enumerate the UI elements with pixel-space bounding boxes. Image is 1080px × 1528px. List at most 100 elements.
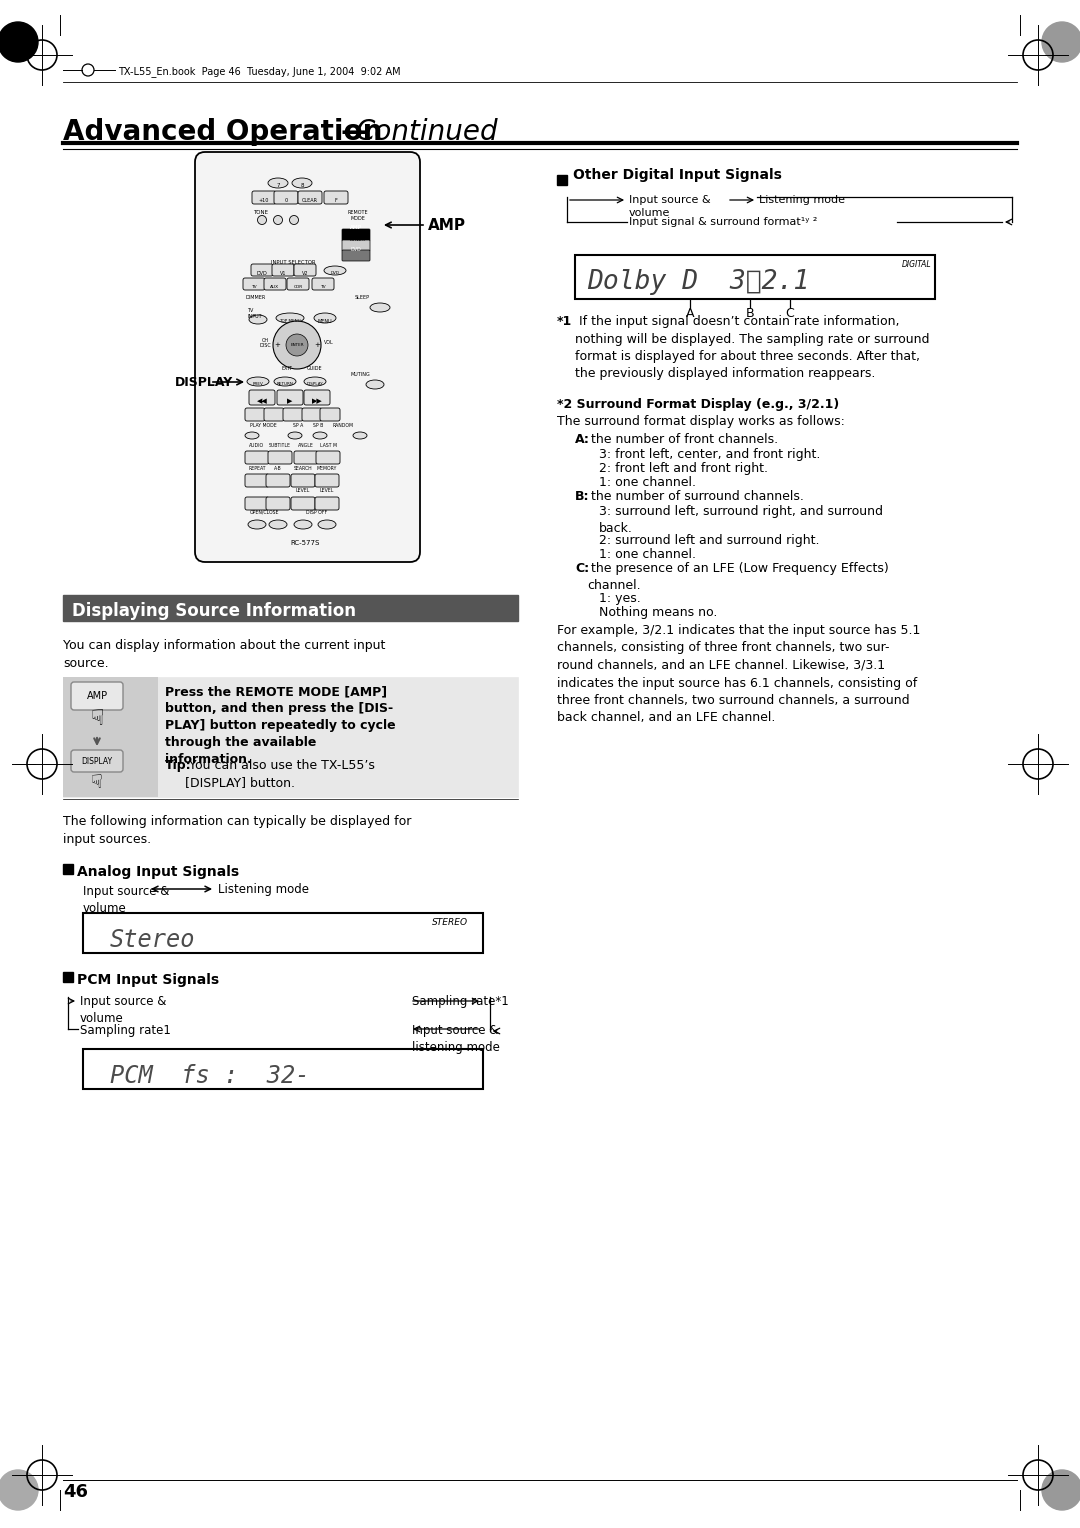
Text: TV
INPUT: TV INPUT	[247, 309, 261, 319]
Circle shape	[273, 215, 283, 225]
Bar	[63, 863, 73, 874]
Text: ☟: ☟	[91, 709, 104, 729]
Text: LEVEL: LEVEL	[320, 487, 334, 494]
Text: TV: TV	[320, 286, 326, 289]
Bar	[575, 255, 935, 299]
FancyBboxPatch shape	[252, 191, 276, 205]
Bar	[63, 594, 518, 620]
Text: REPEAT: REPEAT	[248, 466, 266, 471]
Text: 1: yes.: 1: yes.	[599, 591, 640, 605]
Bar	[83, 914, 483, 953]
Circle shape	[257, 215, 267, 225]
Text: A-B: A-B	[274, 466, 282, 471]
Ellipse shape	[248, 520, 266, 529]
Ellipse shape	[366, 380, 384, 390]
Ellipse shape	[269, 520, 287, 529]
Text: the number of surround channels.: the number of surround channels.	[588, 490, 804, 503]
Text: +: +	[274, 342, 280, 348]
Text: DVD: DVD	[257, 270, 268, 277]
Text: CLEAR: CLEAR	[302, 199, 318, 203]
Text: Press the REMOTE MODE [AMP]
button, and then press the [DIS-
PLAY] button repeat: Press the REMOTE MODE [AMP] button, and …	[165, 685, 395, 766]
Text: DISP OFF: DISP OFF	[306, 510, 327, 515]
Bar	[63, 677, 158, 798]
FancyBboxPatch shape	[294, 451, 318, 465]
Text: +10: +10	[259, 199, 269, 203]
Text: PREV: PREV	[253, 382, 264, 387]
Ellipse shape	[324, 266, 346, 275]
Text: F: F	[335, 199, 337, 203]
Circle shape	[289, 215, 298, 225]
Text: SP A: SP A	[293, 423, 303, 428]
Text: *2 Surround Format Display (e.g., 3/2.1): *2 Surround Format Display (e.g., 3/2.1)	[557, 397, 839, 411]
Bar	[83, 1050, 483, 1089]
FancyBboxPatch shape	[320, 408, 340, 422]
Text: *1: *1	[557, 315, 572, 329]
Text: Input signal & surround format¹ʸ ²: Input signal & surround format¹ʸ ²	[629, 217, 818, 228]
Text: AMP: AMP	[428, 217, 465, 232]
Text: INPUT SELECTOR: INPUT SELECTOR	[271, 260, 315, 264]
FancyBboxPatch shape	[287, 278, 309, 290]
Text: REMOTE
MODE: REMOTE MODE	[348, 209, 368, 222]
Ellipse shape	[370, 303, 390, 312]
Ellipse shape	[294, 520, 312, 529]
Text: You can display information about the current input
source.: You can display information about the cu…	[63, 639, 386, 669]
Text: LAST M: LAST M	[320, 443, 337, 448]
Text: Listening mode: Listening mode	[759, 196, 845, 205]
Text: Input source &
volume: Input source & volume	[80, 995, 166, 1025]
Bar	[63, 972, 73, 983]
FancyBboxPatch shape	[294, 264, 316, 277]
Text: GUIDE: GUIDE	[307, 367, 323, 371]
Text: TX-L55_En.book  Page 46  Tuesday, June 1, 2004  9:02 AM: TX-L55_En.book Page 46 Tuesday, June 1, …	[118, 66, 401, 76]
Circle shape	[0, 21, 38, 63]
Text: LEVEL: LEVEL	[296, 487, 310, 494]
Text: ◀◀: ◀◀	[257, 397, 268, 403]
FancyBboxPatch shape	[268, 451, 292, 465]
Text: CH
DISC: CH DISC	[259, 338, 271, 348]
FancyBboxPatch shape	[266, 497, 291, 510]
Text: AUDIO: AUDIO	[249, 443, 265, 448]
FancyBboxPatch shape	[245, 497, 269, 510]
Text: 2: front left and front right.: 2: front left and front right.	[599, 461, 768, 475]
Text: RANDOM: RANDOM	[333, 423, 353, 428]
Text: DISPLAY: DISPLAY	[81, 756, 112, 766]
Text: RETURN: RETURN	[276, 382, 294, 387]
Text: 3: front left, center, and front right.: 3: front left, center, and front right.	[599, 448, 821, 461]
Text: Analog Input Signals: Analog Input Signals	[77, 865, 239, 879]
FancyBboxPatch shape	[274, 191, 298, 205]
FancyBboxPatch shape	[272, 264, 294, 277]
Text: TV: TV	[252, 286, 257, 289]
Text: Sampling rate*1: Sampling rate*1	[411, 995, 509, 1008]
FancyBboxPatch shape	[291, 474, 315, 487]
Text: SLEEP: SLEEP	[355, 295, 370, 299]
Text: V2: V2	[301, 270, 308, 277]
Text: Sampling rate1: Sampling rate1	[80, 1024, 171, 1038]
Text: VOL: VOL	[324, 341, 334, 345]
FancyBboxPatch shape	[245, 451, 269, 465]
FancyBboxPatch shape	[342, 251, 370, 261]
Text: ☟: ☟	[91, 773, 103, 792]
Text: SEARCH: SEARCH	[294, 466, 312, 471]
Text: C: C	[785, 307, 795, 319]
Ellipse shape	[249, 315, 267, 324]
Text: PLAY MODE: PLAY MODE	[249, 423, 276, 428]
Text: DIMMER: DIMMER	[246, 295, 267, 299]
Text: Advanced Operation: Advanced Operation	[63, 118, 382, 147]
FancyBboxPatch shape	[315, 474, 339, 487]
Text: 3: surround left, surround right, and surround
back.: 3: surround left, surround right, and su…	[599, 504, 883, 535]
Ellipse shape	[292, 177, 312, 188]
FancyBboxPatch shape	[324, 191, 348, 205]
Text: Continued: Continued	[356, 118, 499, 147]
FancyBboxPatch shape	[298, 191, 322, 205]
FancyBboxPatch shape	[245, 408, 265, 422]
Text: +: +	[314, 342, 320, 348]
Text: Input source &
volume: Input source & volume	[83, 885, 170, 915]
FancyBboxPatch shape	[71, 681, 123, 711]
Text: Displaying Source Information: Displaying Source Information	[72, 602, 356, 620]
Text: DISPLAY: DISPLAY	[175, 376, 233, 388]
Text: CDR: CDR	[294, 286, 302, 289]
Text: MUTING: MUTING	[350, 371, 369, 377]
Circle shape	[1042, 1470, 1080, 1510]
Text: A: A	[686, 307, 694, 319]
Text: Tip:: Tip:	[165, 759, 191, 772]
Text: 1: one channel.: 1: one channel.	[599, 549, 696, 561]
